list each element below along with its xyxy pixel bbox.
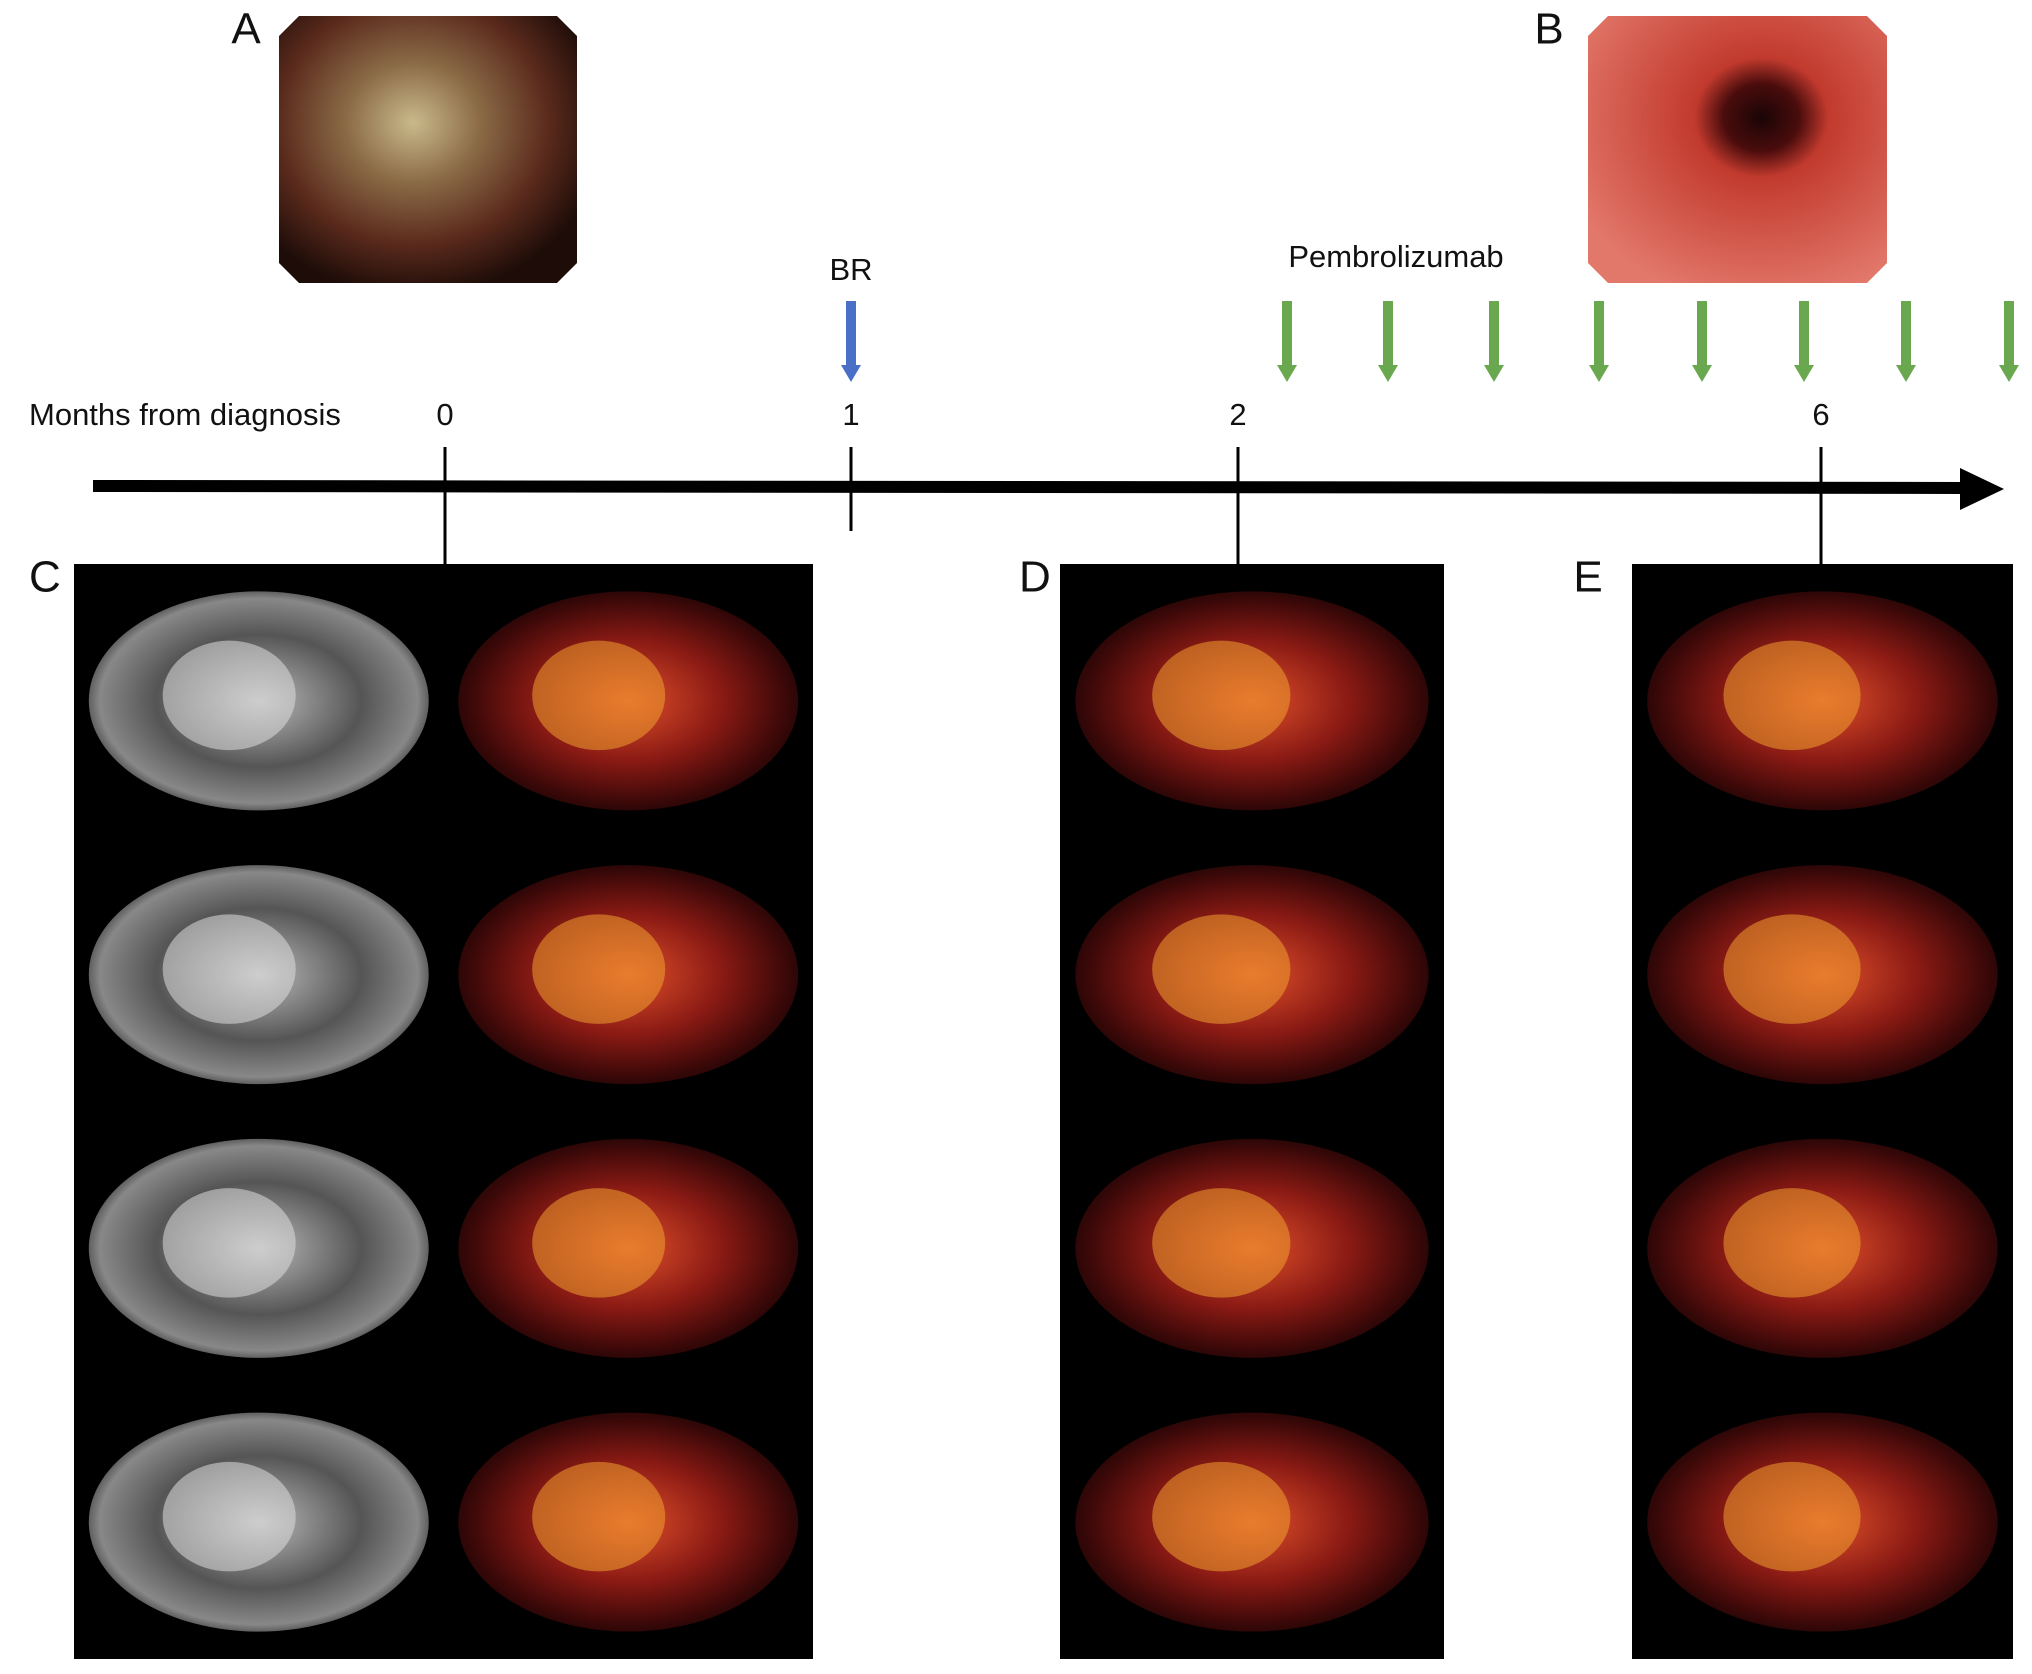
- dose-arrow-head: [1484, 365, 1504, 382]
- event-label: BR: [829, 252, 872, 287]
- dose-arrow-shaft: [1383, 301, 1393, 367]
- endoscopy-image: [1588, 16, 1887, 283]
- organ: [162, 1461, 296, 1572]
- organ: [1152, 1461, 1291, 1572]
- tick-label: 1: [842, 397, 859, 432]
- panel-label: D: [1019, 553, 1051, 602]
- organ: [1152, 1188, 1291, 1298]
- organ: [162, 914, 296, 1024]
- axis-label: Months from diagnosis: [29, 397, 341, 432]
- organ: [162, 640, 296, 751]
- dose-arrow-head: [1896, 365, 1916, 382]
- organ: [532, 1188, 666, 1298]
- tick-label: 0: [436, 397, 453, 432]
- dose-arrow-head: [1794, 365, 1814, 382]
- organ: [532, 914, 666, 1024]
- tick-label: 6: [1812, 397, 1829, 432]
- dose-arrow-shaft: [1697, 301, 1707, 367]
- panel-label: B: [1534, 5, 1563, 54]
- panel-label: C: [29, 553, 61, 602]
- biopsy-arrow: [841, 301, 861, 382]
- organ: [162, 1188, 296, 1298]
- tick-label: 2: [1229, 397, 1246, 432]
- dose-arrow-head: [1692, 365, 1712, 382]
- organ: [532, 640, 666, 751]
- dose-arrow-shaft: [1282, 301, 1292, 367]
- organ: [532, 1461, 666, 1572]
- timeline-axis: [92, 447, 2004, 566]
- dose-arrow-shaft: [1594, 301, 1604, 367]
- dose-arrows: [1277, 301, 2019, 382]
- dose-arrow-head: [1277, 365, 1297, 382]
- dose-arrow-head: [1589, 365, 1609, 382]
- panel-label: E: [1573, 553, 1602, 602]
- organ: [1152, 914, 1291, 1024]
- organ: [1152, 640, 1291, 751]
- dose-arrow-shaft: [2004, 301, 2014, 367]
- dose-arrow-shaft: [1799, 301, 1809, 367]
- scan-panels: [74, 564, 2013, 1659]
- organ: [1723, 1188, 1861, 1298]
- organ: [1723, 640, 1861, 751]
- dose-arrow-head: [1999, 365, 2019, 382]
- endoscopy-image: [279, 16, 577, 283]
- dose-arrow-shaft: [1489, 301, 1499, 367]
- dose-arrow-head: [1378, 365, 1398, 382]
- organ: [1723, 914, 1861, 1024]
- event-label: Pembrolizumab: [1288, 239, 1503, 274]
- organ: [1723, 1461, 1861, 1572]
- panel-label: A: [231, 5, 261, 54]
- dose-arrow-shaft: [1901, 301, 1911, 367]
